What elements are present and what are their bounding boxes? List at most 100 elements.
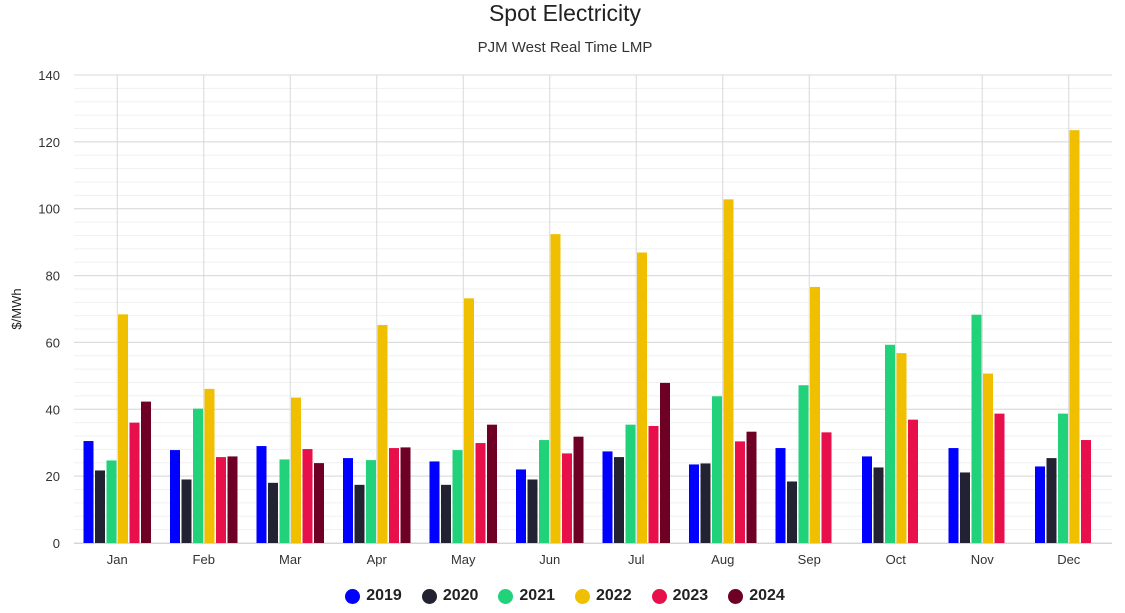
bar-2023-feb — [216, 457, 226, 543]
x-tick-label: Jul — [628, 552, 645, 567]
bar-2024-may — [487, 424, 497, 543]
bar-2019-nov — [948, 448, 959, 543]
bar-2023-jan — [129, 422, 140, 543]
legend-label: 2020 — [442, 587, 479, 604]
bar-2021-jan — [106, 460, 117, 543]
bar-2019-dec — [1035, 466, 1045, 543]
bar-2020-nov — [960, 472, 970, 543]
bar-2023-sep — [821, 432, 832, 543]
y-tick-label: 60 — [46, 335, 60, 350]
bar-2019-oct — [862, 456, 872, 543]
x-tick-label: Dec — [1057, 552, 1081, 567]
bar-2022-jun — [550, 234, 561, 543]
bar-2019-feb — [170, 450, 180, 543]
y-tick-label: 0 — [53, 536, 60, 551]
bar-2023-aug — [735, 441, 745, 543]
bar-2020-aug — [700, 463, 711, 543]
bar-2020-feb — [181, 479, 192, 543]
bar-2021-sep — [798, 385, 809, 543]
y-axis-label: $/MWh — [9, 288, 24, 329]
bar-2021-oct — [885, 344, 895, 543]
bar-2021-jul — [625, 424, 636, 543]
legend-item-2023[interactable]: 2023 — [651, 587, 709, 605]
legend-label: 2024 — [749, 587, 785, 604]
legend-swatch — [498, 588, 514, 604]
bar-2019-sep — [775, 448, 786, 543]
bar-2019-jul — [602, 451, 613, 543]
bar-2022-jan — [118, 314, 128, 543]
y-tick-label: 80 — [46, 269, 60, 284]
bar-2024-feb — [227, 456, 238, 543]
bar-2020-may — [441, 484, 451, 543]
y-tick-label: 140 — [38, 68, 60, 83]
bar-2022-aug — [723, 199, 734, 543]
bar-2023-may — [475, 443, 486, 543]
bar-2020-jan — [95, 470, 105, 543]
legend-label: 2019 — [366, 587, 402, 604]
bar-2019-apr — [343, 458, 353, 543]
bar-2020-oct — [873, 467, 884, 543]
x-tick-label: Apr — [367, 552, 388, 567]
bar-2023-nov — [994, 413, 1005, 543]
bar-2023-dec — [1081, 440, 1091, 543]
legend-label: 2023 — [672, 587, 709, 604]
bar-2021-aug — [712, 396, 722, 543]
bar-2022-jul — [637, 252, 647, 543]
legend-item-2021[interactable]: 2021 — [498, 587, 555, 605]
bar-2020-sep — [787, 481, 797, 543]
bar-2021-may — [452, 450, 463, 543]
legend-label: 2021 — [519, 587, 555, 604]
bar-2021-nov — [971, 314, 982, 543]
bar-2023-mar — [302, 449, 313, 543]
bar-2021-dec — [1058, 413, 1068, 543]
bar-2019-aug — [689, 464, 699, 543]
bar-2020-mar — [268, 482, 278, 543]
chart-title: Spot Electricity — [488, 0, 642, 26]
bar-2023-jun — [562, 453, 572, 543]
bar-2023-apr — [389, 448, 399, 543]
bar-2024-jun — [573, 436, 584, 543]
bar-2023-jul — [648, 426, 659, 543]
legend-swatch — [728, 588, 744, 604]
x-tick-label: Nov — [971, 552, 995, 567]
bar-2023-oct — [908, 419, 918, 543]
x-tick-label: Oct — [886, 552, 907, 567]
bar-2020-apr — [354, 484, 365, 543]
bar-2022-nov — [983, 373, 993, 543]
x-tick-label: Feb — [193, 552, 215, 567]
bar-2021-mar — [279, 459, 290, 543]
y-tick-label: 100 — [38, 202, 60, 217]
bar-2022-dec — [1069, 130, 1080, 543]
bar-2020-jul — [614, 457, 624, 543]
legend-swatch — [421, 588, 437, 604]
legend-item-2022[interactable]: 2022 — [575, 587, 632, 605]
bar-2020-dec — [1046, 458, 1057, 543]
bar-2019-mar — [256, 446, 267, 543]
legend-swatch — [651, 588, 667, 604]
y-tick-label: 20 — [46, 469, 60, 484]
bar-2020-jun — [527, 479, 538, 543]
x-tick-label: Aug — [711, 552, 734, 567]
bar-2022-mar — [291, 397, 301, 543]
bar-2022-feb — [204, 388, 215, 543]
bar-2022-may — [464, 298, 474, 543]
y-tick-label: 40 — [46, 402, 60, 417]
legend-swatch — [345, 588, 361, 604]
bar-2019-may — [429, 461, 440, 543]
legend-swatch — [575, 588, 590, 604]
bar-2024-mar — [314, 463, 324, 543]
x-tick-label: Jun — [539, 552, 560, 567]
x-tick-label: Jan — [107, 552, 128, 567]
bar-2022-apr — [377, 325, 388, 543]
bar-2021-apr — [366, 460, 376, 543]
bar-2022-sep — [810, 286, 820, 543]
x-tick-label: May — [451, 552, 476, 567]
bar-2019-jun — [516, 469, 526, 543]
legend-item-2019[interactable]: 2019 — [345, 587, 402, 605]
legend-item-2020[interactable]: 2020 — [421, 587, 479, 605]
bar-2024-jul — [660, 382, 670, 543]
chart-canvas: 0 20 40 60 80 100 120 140 Jan Feb Mar Apr May Jun Jul A… — [9, 68, 1112, 567]
legend-item-2024[interactable]: 2024 — [728, 587, 785, 605]
bar-2022-oct — [896, 353, 907, 543]
bar-2021-feb — [193, 408, 203, 543]
